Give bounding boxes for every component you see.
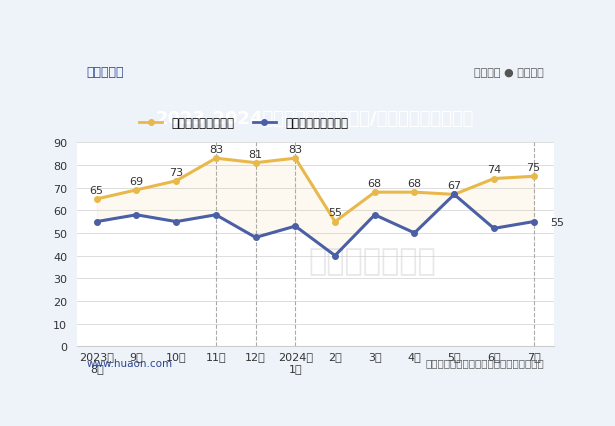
Text: 83: 83 [209, 145, 223, 155]
Line: 进口总额（亿美元）: 进口总额（亿美元） [94, 192, 536, 259]
Text: 83: 83 [288, 145, 303, 155]
Text: 68: 68 [368, 178, 382, 189]
进口总额（亿美元） [212, 213, 220, 218]
Text: 专业严谨 ● 客观科学: 专业严谨 ● 客观科学 [474, 67, 544, 78]
出口总额（亿美元） [411, 190, 418, 195]
Text: 55: 55 [328, 208, 342, 218]
Text: 2023-2024年四川省（境内目的地/货源地）进、出口额: 2023-2024年四川省（境内目的地/货源地）进、出口额 [156, 109, 474, 127]
出口总额（亿美元） [252, 161, 260, 166]
Text: 68: 68 [407, 178, 421, 189]
Text: 资料来源：中国海关、华经产业研究院整理: 资料来源：中国海关、华经产业研究院整理 [425, 358, 544, 368]
Text: 华经情报网: 华经情报网 [86, 66, 124, 79]
出口总额（亿美元） [172, 179, 180, 184]
进口总额（亿美元） [371, 213, 378, 218]
出口总额（亿美元） [133, 188, 140, 193]
Text: 69: 69 [129, 176, 143, 186]
出口总额（亿美元） [292, 156, 299, 161]
Text: 67: 67 [447, 181, 461, 191]
出口总额（亿美元） [331, 219, 339, 225]
进口总额（亿美元） [451, 193, 458, 198]
Text: 74: 74 [487, 165, 501, 175]
Line: 出口总额（亿美元）: 出口总额（亿美元） [94, 156, 536, 225]
进口总额（亿美元） [490, 226, 498, 231]
出口总额（亿美元） [93, 197, 100, 202]
Text: 华经产业研究院: 华经产业研究院 [309, 247, 436, 275]
出口总额（亿美元） [371, 190, 378, 195]
进口总额（亿美元） [292, 224, 299, 229]
进口总额（亿美元） [133, 213, 140, 218]
Text: 55: 55 [550, 217, 565, 227]
出口总额（亿美元） [530, 174, 538, 179]
Text: www.huaon.com: www.huaon.com [86, 358, 173, 368]
进口总额（亿美元） [411, 231, 418, 236]
进口总额（亿美元） [530, 219, 538, 225]
出口总额（亿美元） [451, 193, 458, 198]
出口总额（亿美元） [212, 156, 220, 161]
进口总额（亿美元） [172, 219, 180, 225]
进口总额（亿美元） [252, 235, 260, 240]
进口总额（亿美元） [93, 219, 100, 225]
Text: 65: 65 [90, 185, 104, 195]
Text: 81: 81 [248, 149, 263, 159]
Text: 73: 73 [169, 167, 183, 177]
出口总额（亿美元） [490, 176, 498, 181]
Text: 75: 75 [526, 163, 541, 173]
进口总额（亿美元） [331, 253, 339, 259]
Legend: 出口总额（亿美元）, 进口总额（亿美元）: 出口总额（亿美元）, 进口总额（亿美元） [134, 112, 354, 135]
